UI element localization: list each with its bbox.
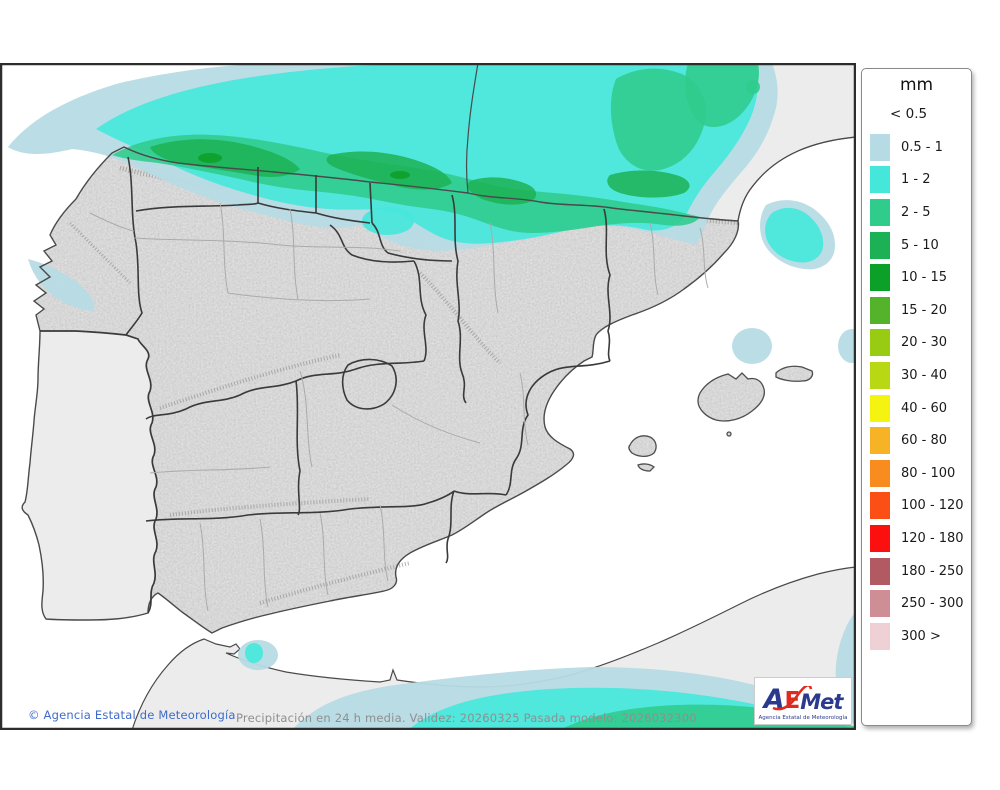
legend-swatch xyxy=(870,198,890,226)
legend-swatch xyxy=(870,427,890,455)
cabrera-island xyxy=(726,431,732,437)
legend-rows: 0.5 - 1 1 - 2 2 - 5 5 - 10 10 - 15 15 - 20 20 … xyxy=(862,131,971,653)
legend-swatch xyxy=(870,492,890,520)
legend-entry: 180 - 250 xyxy=(862,555,971,588)
map-border xyxy=(0,63,856,730)
legend-entry-label: 15 - 20 xyxy=(901,302,948,318)
legend-entry: 250 - 300 xyxy=(862,587,971,620)
legend-swatch xyxy=(870,264,890,292)
legend-entry-label: 20 - 30 xyxy=(901,335,948,351)
legend-entry-label: 300 > xyxy=(901,628,941,644)
legend-entry: 15 - 20 xyxy=(862,294,971,327)
legend-swatch xyxy=(870,590,890,618)
legend-entry-label: 40 - 60 xyxy=(901,400,948,416)
formentera-island xyxy=(637,463,655,472)
legend-swatch xyxy=(870,296,890,324)
portugal-spain-border xyxy=(40,330,158,614)
legend-entry: 1 - 2 xyxy=(862,164,971,197)
legend-swatch xyxy=(870,166,890,194)
legend-entry-label: 250 - 300 xyxy=(901,596,964,612)
legend-entry: 0.5 - 1 xyxy=(862,131,971,164)
aemet-logo: A E Met Agencia Estatal de Meteorología xyxy=(754,677,852,725)
legend-entry: 5 - 10 xyxy=(862,229,971,262)
legend-entry-label: 80 - 100 xyxy=(901,465,956,481)
precipitation-map xyxy=(0,63,856,730)
france-coastline xyxy=(465,63,856,222)
legend-entry: 20 - 30 xyxy=(862,327,971,360)
legend-swatch xyxy=(870,394,890,422)
legend-entry-label: 100 - 120 xyxy=(901,498,964,514)
legend-swatch xyxy=(870,622,890,650)
aemet-logo-subtitle: Agencia Estatal de Meteorología xyxy=(758,715,848,721)
community-borders xyxy=(125,156,611,564)
legend-first-label: < 0.5 xyxy=(890,106,928,122)
legend-entry-label: 120 - 180 xyxy=(901,530,964,546)
legend-entry-label: 2 - 5 xyxy=(901,204,931,220)
mallorca-island xyxy=(697,372,766,422)
legend-title: mm xyxy=(899,75,934,95)
legend-entry: 300 > xyxy=(862,620,971,653)
iberia-coastline xyxy=(21,146,740,634)
legend-swatch xyxy=(870,329,890,357)
copyright-text: © Agencia Estatal de Meteorología xyxy=(28,708,236,722)
legend-swatch xyxy=(870,361,890,389)
logo-letter-a: A xyxy=(763,684,785,715)
legend-entry-label: 10 - 15 xyxy=(901,270,948,286)
legend-swatch xyxy=(870,133,890,161)
legend-entry-label: 180 - 250 xyxy=(901,563,964,579)
precip-layer-5-10 xyxy=(150,139,690,205)
legend-entry: 60 - 80 xyxy=(862,424,971,457)
menorca-island xyxy=(775,365,814,382)
legend-entry-label: 1 - 2 xyxy=(901,172,931,188)
map-frame: © Agencia Estatal de Meteorología Precip… xyxy=(0,63,856,730)
legend-panel: mm < 0.5 0.5 - 1 1 - 2 2 - 5 5 - 10 10 - 15 1… xyxy=(861,68,972,726)
province-borders xyxy=(89,202,709,612)
legend-entry: 40 - 60 xyxy=(862,392,971,425)
logo-letters-met: Met xyxy=(800,690,843,714)
legend-entry: 80 - 100 xyxy=(862,457,971,490)
model-run-text: Precipitación en 24 h media. Validez: 20… xyxy=(236,711,697,725)
ibiza-island xyxy=(628,435,657,458)
legend-entry: 100 - 120 xyxy=(862,490,971,523)
legend-swatch xyxy=(870,557,890,585)
legend-entry: 30 - 40 xyxy=(862,359,971,392)
legend-entry-label: 5 - 10 xyxy=(901,237,939,253)
legend-entry-label: 0.5 - 1 xyxy=(901,139,943,155)
spain-region xyxy=(34,147,739,633)
legend-swatch xyxy=(870,459,890,487)
legend-entry-label: 30 - 40 xyxy=(901,367,948,383)
aemet-swoosh-icon xyxy=(772,686,813,711)
legend-swatch xyxy=(870,524,890,552)
aemet-logo-wordmark: A E Met xyxy=(755,678,851,713)
legend-entry: 10 - 15 xyxy=(862,261,971,294)
legend-entry: 2 - 5 xyxy=(862,196,971,229)
balearic-islands xyxy=(628,365,814,472)
legend-swatch xyxy=(870,231,890,259)
legend-entry-label: 60 - 80 xyxy=(901,433,948,449)
legend-entry: 120 - 180 xyxy=(862,522,971,555)
